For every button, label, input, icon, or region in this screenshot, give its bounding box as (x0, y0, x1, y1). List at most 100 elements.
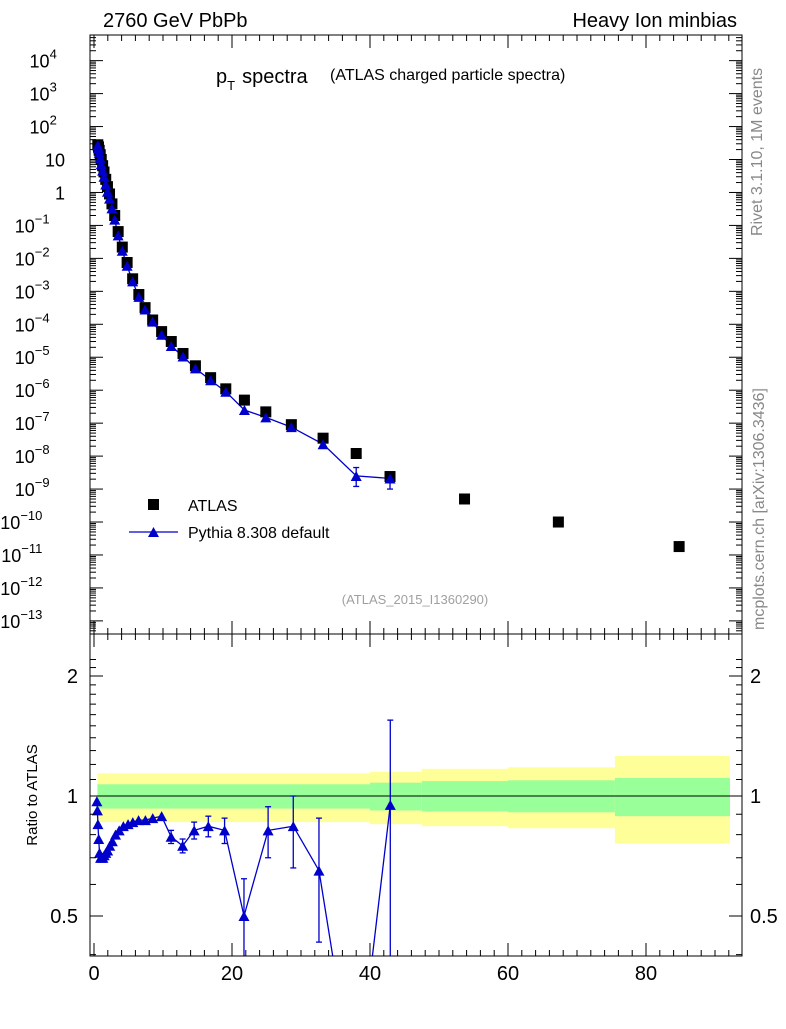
pythia-point (94, 153, 106, 164)
ratio-x-tick-labels: 0 20 40 60 80 (88, 963, 657, 985)
y-tick-label: 10−5 (15, 343, 50, 368)
atlas-point (459, 493, 471, 505)
y-tick-label: 10−1 (15, 211, 50, 236)
chart-title-tail: spectra (242, 66, 308, 88)
pythia-point (133, 291, 145, 302)
ratio-y-tick-label-right: 2 (750, 666, 761, 688)
y-tick-label: 10−13 (0, 607, 42, 632)
y-tick-base: 10 (30, 52, 50, 72)
y-tick-exponent: −4 (35, 310, 50, 325)
y-tick-exponent: −13 (20, 607, 42, 622)
rivet-label: Rivet 3.1.10, 1M events (749, 68, 766, 236)
y-tick-exponent: −3 (35, 277, 50, 292)
pythia-point (177, 351, 189, 362)
pythia-point (384, 473, 396, 484)
spectrum-lines (97, 145, 394, 490)
atlas-point (673, 541, 685, 553)
ratio-y-tick-label-right: 0.5 (750, 906, 778, 928)
ratio-point (219, 825, 231, 836)
pythia-point (101, 186, 113, 197)
y-tick-label: 10−4 (15, 310, 50, 335)
pythia-point (112, 230, 124, 241)
ratio-y-tick-label-left: 0.5 (50, 906, 78, 928)
pythia-point (317, 439, 329, 450)
pythia-point (97, 165, 109, 176)
y-tick-exponent: −1 (35, 211, 50, 226)
ratio-inner-band (614, 777, 730, 817)
header-right: Heavy Ion minbias (572, 10, 737, 32)
spectrum-ticks (90, 35, 742, 634)
chart-subtitle: (ATLAS charged particle spectra) (330, 67, 565, 84)
pythia-point (350, 470, 362, 481)
y-tick-exponent: −5 (35, 343, 50, 358)
y-tick-base: 10 (45, 151, 65, 171)
x-tick-label: 0 (88, 963, 99, 985)
pythia-point (104, 193, 116, 204)
y-tick-label: 10−6 (15, 376, 50, 401)
spectrum-frame (89, 34, 743, 635)
ratio-point (106, 836, 118, 847)
ratio-inner-band (370, 782, 422, 811)
y-tick-base: 10 (15, 249, 35, 269)
pythia-point (220, 386, 232, 397)
y-tick-exponent: −2 (35, 244, 50, 259)
ratio-point (287, 821, 299, 832)
ratio-panel: 0.5 0.5 1 1 2 2 0 20 40 60 80 Ratio to ATLAS (24, 633, 778, 985)
atlas-point (260, 406, 272, 418)
y-tick-exponent: −7 (35, 409, 50, 424)
y-tick-label: 10−11 (1, 541, 42, 566)
header-left: 2760 GeV PbPb (103, 10, 248, 32)
y-tick-exponent: −11 (21, 541, 42, 556)
atlas-point (552, 516, 564, 528)
chart-title: pT spectra (216, 66, 309, 93)
pythia-point (147, 316, 159, 327)
legend-marker-atlas (148, 499, 159, 510)
x-tick-label: 40 (359, 963, 381, 985)
spectrum-y-tick-labels: 10410310210110−110−210−310−410−510−610−7… (0, 47, 65, 632)
spectrum-panel: 10410310210110−110−210−310−410−510−610−7… (0, 34, 743, 635)
y-tick-exponent: 2 (50, 113, 57, 128)
ratio-point (156, 811, 168, 822)
y-tick-base: 10 (30, 118, 50, 138)
ratio-point (313, 865, 325, 876)
y-tick-label: 104 (30, 47, 57, 72)
pythia-point (260, 412, 272, 423)
ratio-marks (91, 796, 396, 921)
y-tick-base: 10 (0, 612, 20, 632)
ratio-y-tick-label-left: 2 (67, 666, 78, 688)
ratio-y-tick-label-left: 1 (67, 786, 78, 808)
y-tick-exponent: −6 (35, 376, 50, 391)
pythia-point (127, 276, 139, 287)
ratio-point (93, 834, 105, 845)
pythia-point (95, 159, 107, 170)
legend-marker-pythia (148, 527, 159, 537)
pythia-point (98, 171, 110, 182)
y-tick-base: 10 (0, 513, 20, 533)
y-tick-base: 10 (15, 447, 35, 467)
ratio-point (91, 805, 103, 816)
y-tick-label: 10−9 (15, 475, 50, 500)
pythia-point (189, 363, 201, 374)
y-tick-label: 10−12 (0, 574, 42, 599)
ratio-point (165, 831, 177, 842)
y-tick-label: 1 (55, 183, 65, 203)
legend: ATLAS Pythia 8.308 default (129, 498, 330, 542)
pythia-point (92, 143, 104, 154)
ratio-ylabel: Ratio to ATLAS (24, 744, 41, 845)
x-tick-label: 80 (635, 963, 657, 985)
y-tick-base: 10 (15, 414, 35, 434)
pythia-point (116, 245, 128, 256)
y-tick-label: 102 (30, 113, 57, 138)
x-tick-label: 20 (221, 963, 243, 985)
y-tick-base: 10 (15, 282, 35, 302)
ratio-point (177, 840, 189, 851)
y-tick-base: 10 (30, 85, 50, 105)
ratio-point (384, 799, 396, 810)
ratio-ticks (90, 634, 742, 956)
y-tick-label: 10−3 (15, 277, 50, 302)
y-tick-label: 103 (30, 80, 57, 105)
y-tick-base: 10 (1, 546, 21, 566)
y-tick-base: 10 (15, 315, 35, 335)
y-tick-base: 10 (15, 480, 35, 500)
